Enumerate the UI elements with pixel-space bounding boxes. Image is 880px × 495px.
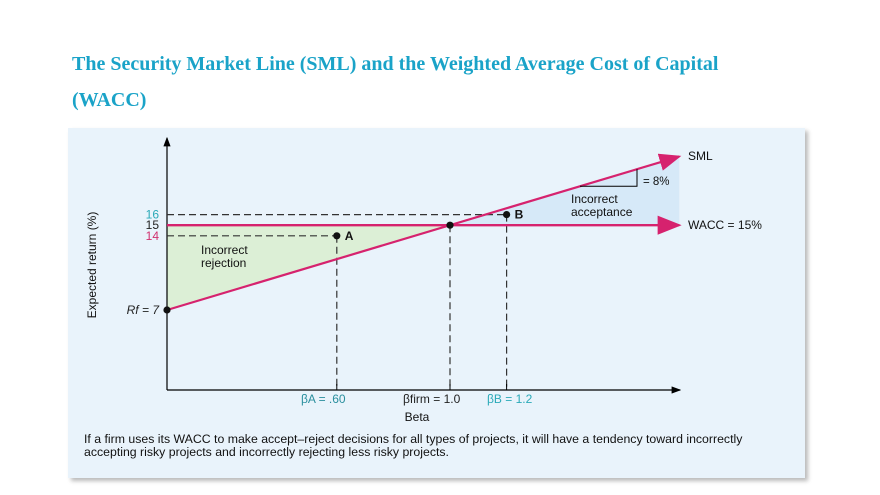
- x-tick-label-0: βA = .60: [301, 392, 346, 406]
- point-B: [503, 211, 511, 219]
- y-axis-label: Expected return (%): [85, 212, 99, 319]
- incorrect-acceptance-label-line2: acceptance: [571, 205, 633, 219]
- x-tick-label-1: βfirm = 1.0: [403, 392, 461, 406]
- y-tick-label-1: 15: [146, 218, 160, 232]
- point-label-B: B: [515, 208, 524, 222]
- sml-line: [166, 153, 682, 312]
- sml-label: SML: [688, 149, 713, 163]
- slope-triangle: [580, 169, 638, 187]
- slide-title: The Security Market Line (SML) and the W…: [72, 53, 719, 111]
- point-2: [446, 221, 454, 229]
- y-tick-label-0: 16: [146, 208, 160, 222]
- y-tick-label-3: Rf = 7: [127, 303, 161, 317]
- point-3: [163, 306, 171, 314]
- incorrect-acceptance-label-line1: Incorrect: [571, 192, 618, 206]
- wacc-label: WACC = 15%: [688, 218, 762, 232]
- incorrect-rejection-label-line1: Incorrect: [201, 243, 248, 257]
- x-tick-label-2: βB = 1.2: [487, 392, 533, 406]
- y-tick-label-2: 14: [146, 229, 160, 243]
- point-A: [333, 232, 341, 240]
- figure-caption: If a firm uses its WACC to make accept–r…: [84, 432, 743, 459]
- point-label-A: A: [345, 229, 354, 243]
- incorrect-rejection-label-line2: rejection: [201, 256, 246, 270]
- x-axis-label: Beta: [405, 410, 430, 424]
- slope-label: = 8%: [643, 176, 670, 188]
